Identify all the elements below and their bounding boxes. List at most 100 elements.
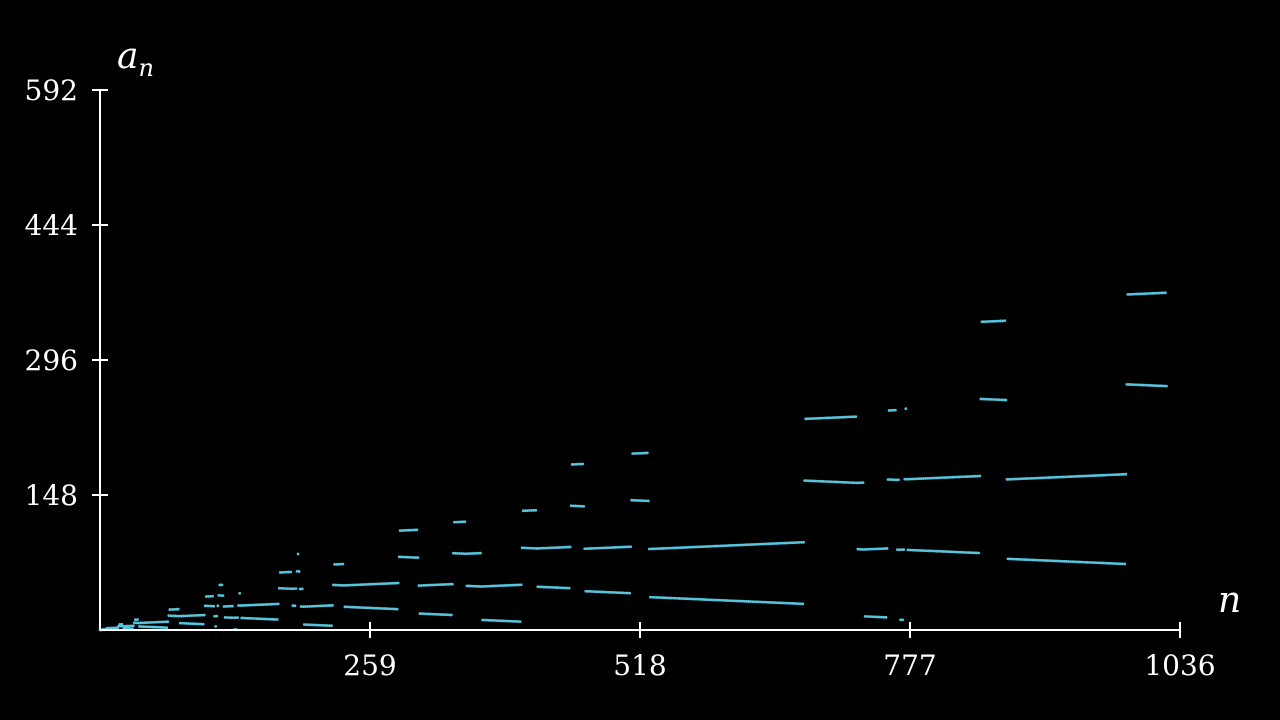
data-point <box>629 545 633 549</box>
data-point <box>707 598 711 602</box>
data-point <box>293 604 297 608</box>
data-point <box>671 596 675 600</box>
data-point <box>1035 558 1039 562</box>
data-point <box>565 586 569 590</box>
data-point <box>185 622 188 625</box>
data-point <box>1128 292 1132 296</box>
data-point <box>400 529 404 532</box>
data-point <box>669 596 673 600</box>
data-point <box>1028 477 1032 480</box>
data-point <box>258 603 261 607</box>
data-point <box>809 479 813 483</box>
data-point <box>421 584 425 587</box>
data-point <box>949 475 953 479</box>
data-point <box>239 604 243 607</box>
data-point <box>568 545 572 549</box>
y-tick-label: 148 <box>25 479 78 512</box>
data-point <box>904 407 908 411</box>
data-point <box>305 623 308 627</box>
data-point <box>760 542 764 546</box>
data-point <box>773 542 776 545</box>
data-point <box>1100 561 1104 565</box>
data-point <box>1106 561 1110 565</box>
data-point <box>483 618 487 622</box>
data-point <box>571 504 575 508</box>
data-point <box>1062 559 1066 563</box>
data-point <box>496 584 500 588</box>
data-point <box>776 601 780 605</box>
data-point <box>739 543 743 547</box>
data-point <box>828 480 832 484</box>
data-point <box>193 622 197 626</box>
data-point <box>813 479 817 483</box>
data-point <box>871 547 874 551</box>
data-point <box>315 623 319 627</box>
data-point <box>148 625 152 629</box>
data-point <box>622 545 626 549</box>
data-point <box>673 546 676 550</box>
data-point <box>990 319 994 323</box>
data-point <box>1155 291 1159 295</box>
data-point <box>140 625 144 628</box>
data-point <box>1030 476 1034 480</box>
data-point <box>763 600 767 604</box>
data-point <box>1057 475 1061 479</box>
data-point <box>1027 558 1031 562</box>
data-point <box>738 599 742 603</box>
data-point <box>1122 472 1126 476</box>
data-point <box>327 624 331 628</box>
data-point <box>554 546 557 550</box>
data-point <box>236 616 240 619</box>
data-point <box>1004 398 1008 402</box>
data-point <box>851 481 855 485</box>
data-point <box>328 604 332 607</box>
data-point <box>144 625 148 629</box>
data-point <box>1006 557 1010 561</box>
data-point <box>962 550 966 554</box>
data-point <box>1126 293 1130 296</box>
data-point <box>591 546 595 550</box>
data-point <box>418 612 422 615</box>
data-point <box>914 548 918 552</box>
data-point <box>617 591 621 595</box>
data-point <box>407 528 410 532</box>
data-point <box>192 614 196 617</box>
data-point <box>523 509 527 513</box>
data-point <box>703 598 707 601</box>
data-point <box>154 625 158 629</box>
data-point <box>1086 474 1090 478</box>
data-point <box>788 601 792 605</box>
data-point <box>957 475 961 479</box>
data-point <box>970 474 973 478</box>
data-point <box>1131 383 1135 387</box>
data-point <box>186 614 189 618</box>
data-point <box>303 605 307 608</box>
data-point <box>1119 562 1122 566</box>
data-point <box>1145 292 1149 295</box>
data-point <box>443 613 447 617</box>
data-point <box>240 616 244 620</box>
data-point <box>705 598 709 602</box>
data-point <box>631 452 635 455</box>
data-point <box>394 581 398 585</box>
data-point <box>1091 474 1094 478</box>
data-point <box>1069 560 1072 563</box>
data-point <box>548 585 552 589</box>
data-point <box>197 622 201 626</box>
data-point <box>933 549 937 553</box>
data-point <box>482 585 486 588</box>
data-point <box>251 603 255 607</box>
data-point <box>907 477 911 481</box>
data-point <box>340 583 344 587</box>
data-point <box>478 585 481 588</box>
data-point <box>742 599 746 603</box>
data-point <box>886 478 890 481</box>
data-point <box>880 615 884 619</box>
data-point <box>417 584 421 587</box>
data-point <box>271 617 275 621</box>
data-point <box>663 596 667 600</box>
data-point <box>214 624 218 628</box>
data-point <box>894 408 897 412</box>
data-point <box>1036 476 1040 480</box>
data-point <box>632 498 636 502</box>
